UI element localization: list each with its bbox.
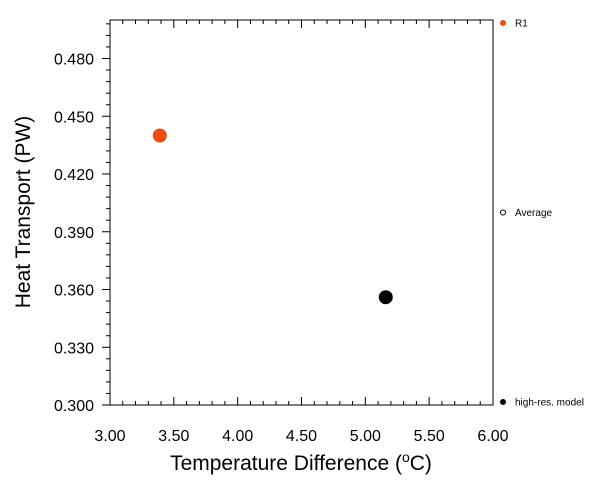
y-tick-label: 0.330 [54,340,94,357]
y-tick-label: 0.390 [54,225,94,242]
data-point [152,128,167,143]
x-tick-label: 5.00 [350,428,381,445]
y-tick-label: 0.450 [54,109,94,126]
y-axis: 0.300 0.330 0.360 0.390 0.420 0.450 0.480 [54,23,110,415]
x-tick-label: 5.50 [414,428,445,445]
legend-label: R1 [515,19,528,30]
x-tick-label: 3.50 [158,428,189,445]
x-tick-label: 4.50 [286,428,317,445]
legend-marker [500,209,506,216]
legend: R1 Average high-res. model [500,19,584,409]
x-axis: 3.00 3.50 4.00 4.50 5.00 5.50 6.00 [94,20,509,445]
y-tick-label: 0.480 [54,52,94,69]
legend-label: high-res. model [515,398,584,409]
legend-marker [500,20,506,26]
data-points [152,128,393,305]
y-axis-title: Heat Transport (PW) [12,116,35,309]
x-axis-title: Temperature Difference (oC) [170,449,432,475]
y-tick-label: 0.420 [54,167,94,184]
x-tick-label: 6.00 [477,428,508,445]
y-tick-label: 0.360 [54,283,94,300]
plot-frame [109,19,494,406]
legend-marker [500,399,506,405]
x-tick-label: 4.00 [222,428,253,445]
legend-label: Average [515,208,553,219]
data-point [378,290,393,305]
y-tick-label: 0.300 [54,398,94,415]
x-tick-label: 3.00 [94,428,125,445]
